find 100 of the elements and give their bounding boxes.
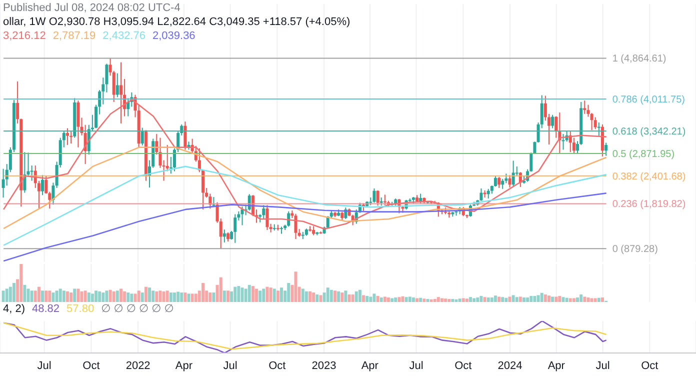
bar (354, 291, 358, 302)
bar (240, 288, 244, 302)
bar (248, 284, 251, 302)
candlestick (372, 188, 376, 204)
candlestick (184, 121, 187, 150)
bar (440, 298, 444, 302)
bar (26, 288, 30, 302)
bar (594, 298, 597, 302)
x-tick-label: Apr (548, 360, 566, 372)
bar (62, 290, 66, 302)
bar (134, 294, 137, 302)
annotation: 2,787.19 (52, 30, 96, 42)
bar (119, 288, 122, 302)
bar (476, 297, 480, 302)
bar (518, 296, 522, 302)
bar (366, 296, 369, 302)
ref-line-label: 0.382 (2,401.68) (612, 171, 686, 182)
bar (30, 290, 34, 302)
bar (41, 290, 44, 302)
candlestick (498, 176, 501, 188)
bar (287, 283, 290, 302)
bar (12, 283, 16, 302)
bar (144, 286, 148, 302)
bar (508, 296, 512, 302)
candlestick (508, 174, 512, 188)
annotation: 2,432.76 (102, 30, 146, 42)
candlestick (158, 137, 162, 168)
bar (372, 294, 376, 302)
candlestick (383, 194, 386, 206)
bar (465, 298, 468, 302)
bar (448, 298, 451, 302)
bar (526, 297, 530, 302)
bar (401, 296, 404, 302)
bar (52, 292, 55, 302)
bar (554, 296, 558, 302)
bar (262, 288, 266, 302)
bar (158, 290, 162, 302)
bar (486, 297, 490, 302)
chart-subtitle: ∅ ∅ ∅ ∅ ∅ ∅ (101, 303, 174, 315)
bar (234, 286, 237, 302)
bar (108, 290, 112, 302)
bar (330, 290, 333, 302)
bar (80, 291, 84, 302)
bar (5, 288, 8, 302)
bar (176, 292, 180, 302)
bar (551, 296, 554, 302)
bar (386, 297, 390, 302)
bar (208, 292, 212, 302)
candlestick (116, 72, 119, 98)
bar (172, 292, 176, 302)
bar (123, 291, 126, 302)
bar (547, 296, 550, 302)
bar (272, 288, 276, 302)
bar (87, 292, 90, 302)
bar (244, 288, 248, 302)
bar (536, 295, 540, 302)
bar (426, 298, 430, 302)
candlestick (30, 164, 34, 182)
candlestick (294, 213, 298, 240)
bar (44, 290, 48, 302)
bar (212, 292, 216, 302)
bar (116, 290, 119, 302)
bar (90, 294, 94, 302)
bar (280, 288, 283, 302)
x-tick-label: Oct (268, 360, 286, 372)
bar (358, 290, 362, 302)
candlestick (66, 128, 69, 146)
bar (301, 288, 304, 302)
bar (469, 297, 472, 302)
bar (590, 298, 594, 302)
bar (230, 291, 234, 302)
x-tick-label: Jul (596, 360, 610, 372)
bar (483, 297, 486, 302)
candlestick (140, 127, 144, 146)
text: 48.82 (32, 303, 60, 315)
bar (166, 290, 169, 302)
bar (319, 295, 322, 302)
bar (105, 290, 108, 302)
bar (137, 290, 140, 302)
bar (222, 290, 226, 302)
bar (586, 297, 590, 302)
bar (155, 291, 158, 302)
bar (308, 291, 312, 302)
bar (98, 291, 102, 302)
bar (454, 299, 458, 302)
candlestick (280, 226, 283, 234)
bar (2, 290, 5, 302)
bar (190, 294, 194, 302)
bar (130, 294, 134, 302)
bar (312, 292, 316, 302)
bar (344, 290, 348, 302)
bar (333, 290, 336, 302)
bar (148, 288, 152, 302)
bar (472, 298, 476, 302)
bar (390, 298, 394, 302)
candlestick (480, 188, 483, 202)
bar (458, 298, 462, 302)
candlestick (597, 122, 600, 136)
x-tick-label: Jul (409, 360, 424, 372)
bar (58, 288, 62, 302)
